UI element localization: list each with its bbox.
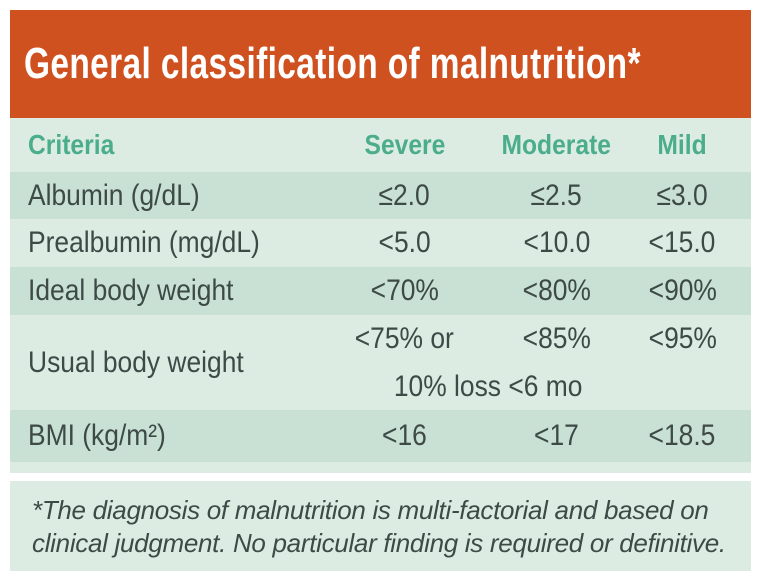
moderate-value-cell: <10.0 xyxy=(523,226,590,259)
moderate-value-cell: <80% xyxy=(522,274,591,307)
table-row-prealbumin: Prealbumin (mg/dL) <5.0 <10.0 <15.0 xyxy=(10,219,751,267)
page-title: General classification of malnutrition* xyxy=(24,39,641,88)
column-header-criteria: Criteria xyxy=(28,129,115,160)
table-row-ideal-body-weight: Ideal body weight <70% <80% <90% xyxy=(10,267,751,315)
table-row-albumin: Albumin (g/dL) ≤2.0 ≤2.5 ≤3.0 xyxy=(10,172,751,219)
severe-value-cell: <75% or xyxy=(355,322,455,355)
moderate-value-cell: ≤2.5 xyxy=(530,178,583,212)
moderate-value-cell: <85% xyxy=(522,322,591,355)
severe-value-cell: <5.0 xyxy=(378,226,431,259)
column-header-mild: Mild xyxy=(657,129,708,160)
table-header-row: Criteria Severe Moderate Mild xyxy=(10,118,751,172)
table-row-bmi: BMI (kg/m²) <16 <17 <18.5 xyxy=(10,410,751,462)
mild-value-cell: ≤3.0 xyxy=(656,178,709,212)
classification-table: Criteria Severe Moderate Mild Albumin (g… xyxy=(10,118,751,462)
empty-cell xyxy=(640,363,751,410)
moderate-value-cell: <17 xyxy=(534,419,579,452)
footnote-line: clinical judgment. No particular finding… xyxy=(32,528,726,558)
column-header-moderate: Moderate xyxy=(501,129,612,160)
classification-table-block: Criteria Severe Moderate Mild Albumin (g… xyxy=(10,118,751,473)
malnutrition-table-card: General classification of malnutrition* … xyxy=(10,10,751,571)
mild-value-cell: <15.0 xyxy=(649,226,716,259)
severe-value-cell: <70% xyxy=(370,274,439,307)
table-row-usual-body-weight: Usual body weight <75% or <85% <95% xyxy=(10,315,751,379)
title-bar: General classification of malnutrition* xyxy=(10,10,751,118)
column-header-severe: Severe xyxy=(364,129,445,160)
footnote-line: *The diagnosis of malnutrition is multi-… xyxy=(32,495,709,525)
criteria-cell: Ideal body weight xyxy=(28,274,234,307)
severe-value-continuation-cell: 10% loss <6 mo xyxy=(393,369,583,403)
criteria-cell: Usual body weight xyxy=(28,345,244,379)
criteria-cell: BMI (kg/m²) xyxy=(28,419,166,452)
severe-value-cell: ≤2.0 xyxy=(378,178,431,212)
footnote-block: *The diagnosis of malnutrition is multi-… xyxy=(10,481,751,571)
mild-value-cell: <18.5 xyxy=(649,419,716,452)
mild-value-cell: <95% xyxy=(648,322,717,355)
criteria-cell: Prealbumin (mg/dL) xyxy=(28,226,260,259)
severe-value-cell: <16 xyxy=(382,419,427,452)
table-row-usual-body-weight-continued: 10% loss <6 mo xyxy=(10,363,751,410)
mild-value-cell: <90% xyxy=(648,274,717,307)
criteria-cell: Albumin (g/dL) xyxy=(28,178,200,212)
